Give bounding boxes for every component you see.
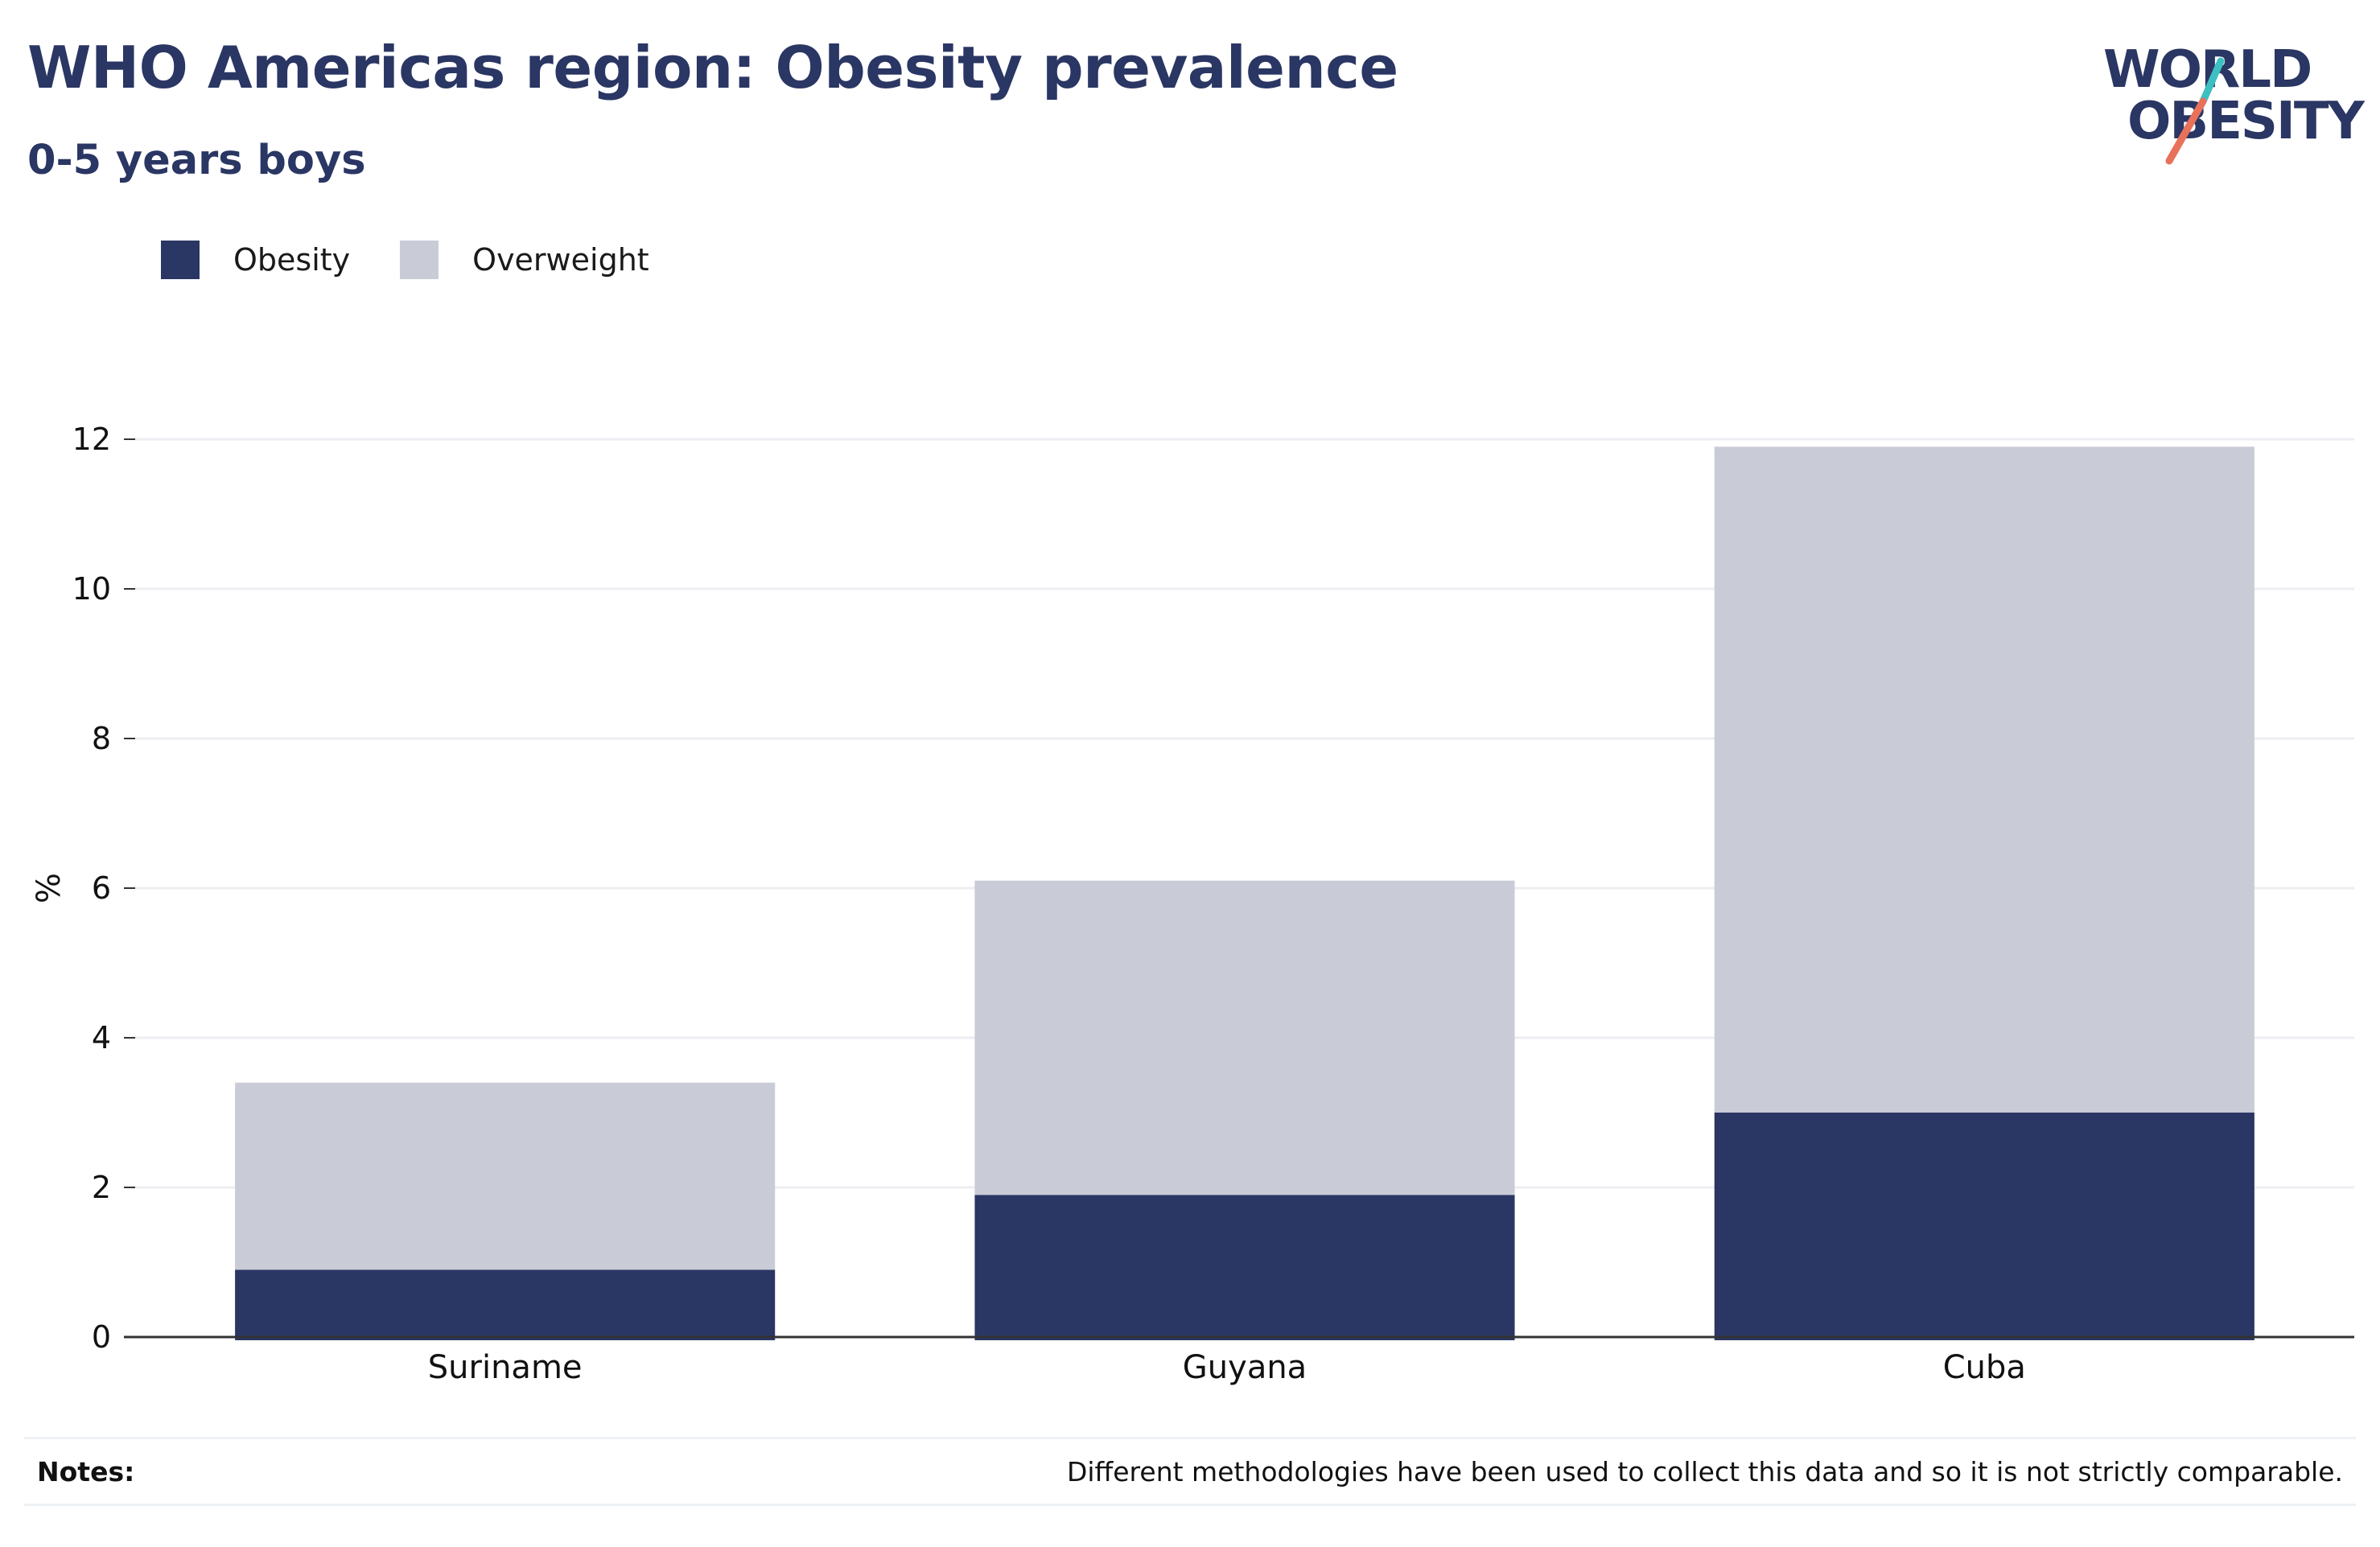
x-tick-label: Suriname [428,1349,583,1386]
logo-slash-coral [2165,97,2207,165]
notes-text: Different methodologies have been used t… [1066,1455,2343,1487]
legend-swatch-obesity [161,241,200,279]
bar-overweight-cuba[interactable] [1714,446,2254,1113]
y-tick-label: 6 [92,870,111,906]
bar-obesity-guyana[interactable] [974,1195,1515,1340]
notes-label: Notes: [37,1455,135,1487]
y-tick-label: 8 [92,721,111,756]
bar-obesity-suriname[interactable] [235,1269,776,1340]
bar-marks [235,446,2254,1340]
bar-overweight-guyana[interactable] [974,880,1515,1195]
notes-bar: Notes: Different methodologies have been… [24,1437,2356,1506]
y-tick-label: 2 [92,1170,111,1205]
legend-item-obesity[interactable]: Obesity [161,241,350,279]
legend-label-obesity: Obesity [233,242,351,278]
logo-text-obesity: OBESITY [2127,92,2365,151]
y-axis-label: % [31,873,68,903]
y-tick-label: 4 [92,1020,111,1055]
x-axis-tick-labels: Suriname Guyana Cuba [428,1349,2026,1386]
y-tick-label: 12 [72,422,111,457]
y-tick-label: 0 [92,1319,111,1355]
y-tick-label: 10 [72,571,111,607]
logo-slash-teal [2199,57,2225,105]
x-tick-label: Cuba [1943,1349,2026,1386]
legend-item-overweight[interactable]: Overweight [400,241,649,279]
world-obesity-logo: WORLD OBESITY [2103,40,2366,165]
bar-obesity-cuba[interactable] [1714,1113,2254,1340]
chart-subtitle: 0-5 years boys [27,137,366,184]
legend-label-overweight: Overweight [472,242,649,278]
y-axis-tick-labels: 0 2 4 6 8 10 12 [72,422,111,1355]
legend-swatch-overweight [400,241,439,279]
stacked-bar-chart: 0 2 4 6 8 10 12 Suriname Guyana Cuba % [31,422,2354,1386]
chart-legend: Obesity Overweight [161,240,699,280]
x-tick-label: Guyana [1183,1349,1307,1386]
chart-title: WHO Americas region: Obesity prevalence [27,34,1398,101]
bar-overweight-suriname[interactable] [235,1082,776,1270]
